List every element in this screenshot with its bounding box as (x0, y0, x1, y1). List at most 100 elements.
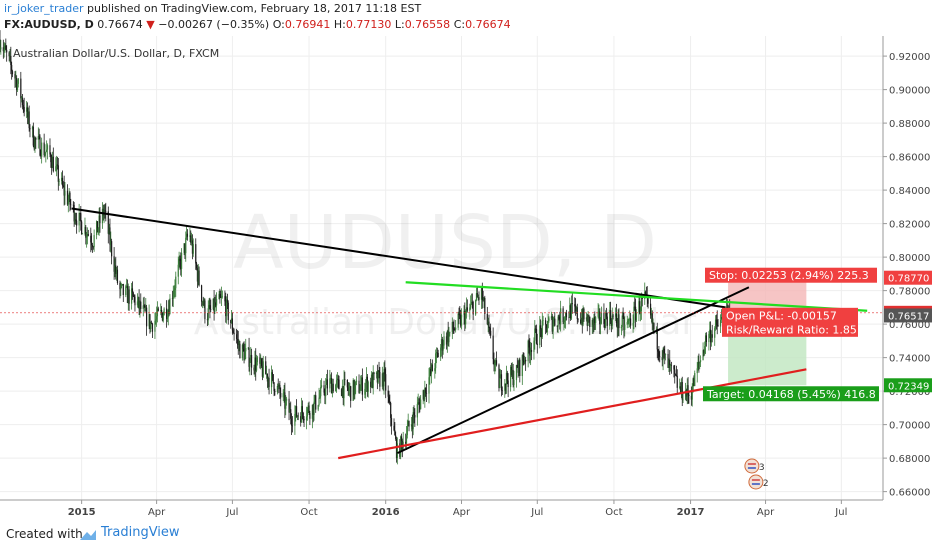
candle-body (583, 308, 585, 320)
candle-body (556, 325, 558, 327)
time-tick-label: Apr (148, 507, 166, 518)
candle-body (586, 317, 588, 326)
candle-body (134, 296, 136, 306)
candle-body (615, 313, 617, 317)
candle-body (45, 151, 47, 154)
candle-body (161, 312, 164, 321)
candle-body (58, 180, 60, 182)
candle-body (653, 323, 655, 330)
candle-body (98, 215, 100, 229)
candle-body (440, 347, 442, 358)
candle-body (270, 372, 273, 388)
rr-label: Risk/Reward Ratio: 1.85 (726, 323, 857, 336)
rr-label-bg (722, 321, 858, 337)
candle-body (346, 379, 348, 388)
candle-body (21, 97, 24, 106)
candle-body (179, 258, 181, 261)
candle-body (595, 316, 597, 323)
candle-body (61, 177, 63, 181)
candle-body (92, 246, 94, 248)
candle-body (715, 319, 717, 321)
trendline-horizontal-resistance[interactable] (405, 281, 868, 312)
candle-body (705, 335, 707, 343)
candle-body (704, 346, 706, 354)
candle-body (290, 418, 293, 426)
flag-icon[interactable] (744, 458, 760, 474)
candle-body (140, 301, 142, 310)
candle-body (627, 320, 629, 322)
candle-body (209, 305, 211, 310)
candle-body (37, 136, 39, 140)
trendline-ascending-support[interactable] (396, 286, 750, 455)
candle-body (612, 315, 614, 317)
candle-body (517, 367, 519, 373)
candle-body (307, 405, 309, 409)
candle-body (684, 390, 687, 400)
trendline-long-term-support[interactable] (338, 368, 807, 460)
candle-body (580, 317, 583, 324)
candle-body (314, 395, 316, 402)
flag-icon[interactable] (748, 474, 764, 490)
trendlines[interactable] (0, 207, 883, 460)
candle-body (393, 425, 395, 431)
candle-body (332, 383, 334, 392)
price-axis[interactable]: 0.92000 0.90000 0.88000 0.86000 0.84000 0.820… (882, 36, 932, 500)
time-axis[interactable]: 2015 Apr Jul Oct 2016 Apr Jul Oct 2017 Apr Jul (0, 499, 883, 518)
candle-body (146, 307, 148, 327)
candle-body (548, 318, 550, 321)
candle-body (300, 416, 302, 423)
candle-body (260, 358, 263, 367)
candle-body (477, 297, 479, 298)
candle-body (691, 391, 693, 400)
candle-body (401, 440, 403, 449)
candle-body (250, 354, 253, 368)
candle-body (349, 386, 351, 389)
candle-body (167, 309, 169, 318)
candle-body (465, 307, 468, 313)
candle-body (49, 145, 51, 155)
candle-body (633, 306, 635, 323)
candle-body (244, 351, 246, 361)
candle-body (302, 413, 304, 419)
entry-price-label: 0.76517 (888, 311, 929, 322)
candle-body (331, 383, 333, 394)
candle-body (629, 318, 631, 320)
candle-body (594, 316, 596, 323)
candle-body (658, 351, 660, 357)
candle-body (466, 307, 468, 311)
candle-body (326, 379, 328, 389)
candle-body (338, 379, 340, 390)
candle-body (255, 357, 257, 371)
candle-body (27, 111, 29, 118)
candle-body (628, 319, 630, 321)
candle-body (551, 316, 553, 332)
candle-body (639, 310, 642, 314)
candle-body (336, 378, 338, 381)
candle-body (655, 328, 658, 330)
candle-body (283, 392, 285, 394)
event-markers[interactable]: 32 (744, 458, 769, 490)
candle-body (505, 372, 508, 385)
price-tick-label: 0.70000 (889, 421, 930, 432)
stop-label-bg (705, 267, 877, 283)
tradingview-brand-link[interactable]: TradingView (101, 525, 180, 540)
candle-body (330, 377, 333, 394)
candle-body (204, 300, 206, 320)
candle-body (99, 215, 101, 224)
high-value: 0.77130 (345, 18, 392, 31)
candle-body (291, 425, 293, 427)
trendline-descending-resistance[interactable] (71, 207, 726, 309)
candle-body (33, 145, 35, 149)
author-link[interactable]: ir_joker_trader (4, 2, 84, 15)
candle-body (87, 234, 89, 236)
candle-body (434, 368, 436, 372)
candle-body (719, 320, 722, 327)
candle-body (121, 284, 124, 285)
candle-body (110, 241, 112, 245)
candle-body (296, 415, 298, 417)
candle-body (494, 363, 496, 366)
candle-body (285, 398, 288, 401)
candle-body (679, 386, 682, 393)
candle-body (453, 329, 455, 330)
